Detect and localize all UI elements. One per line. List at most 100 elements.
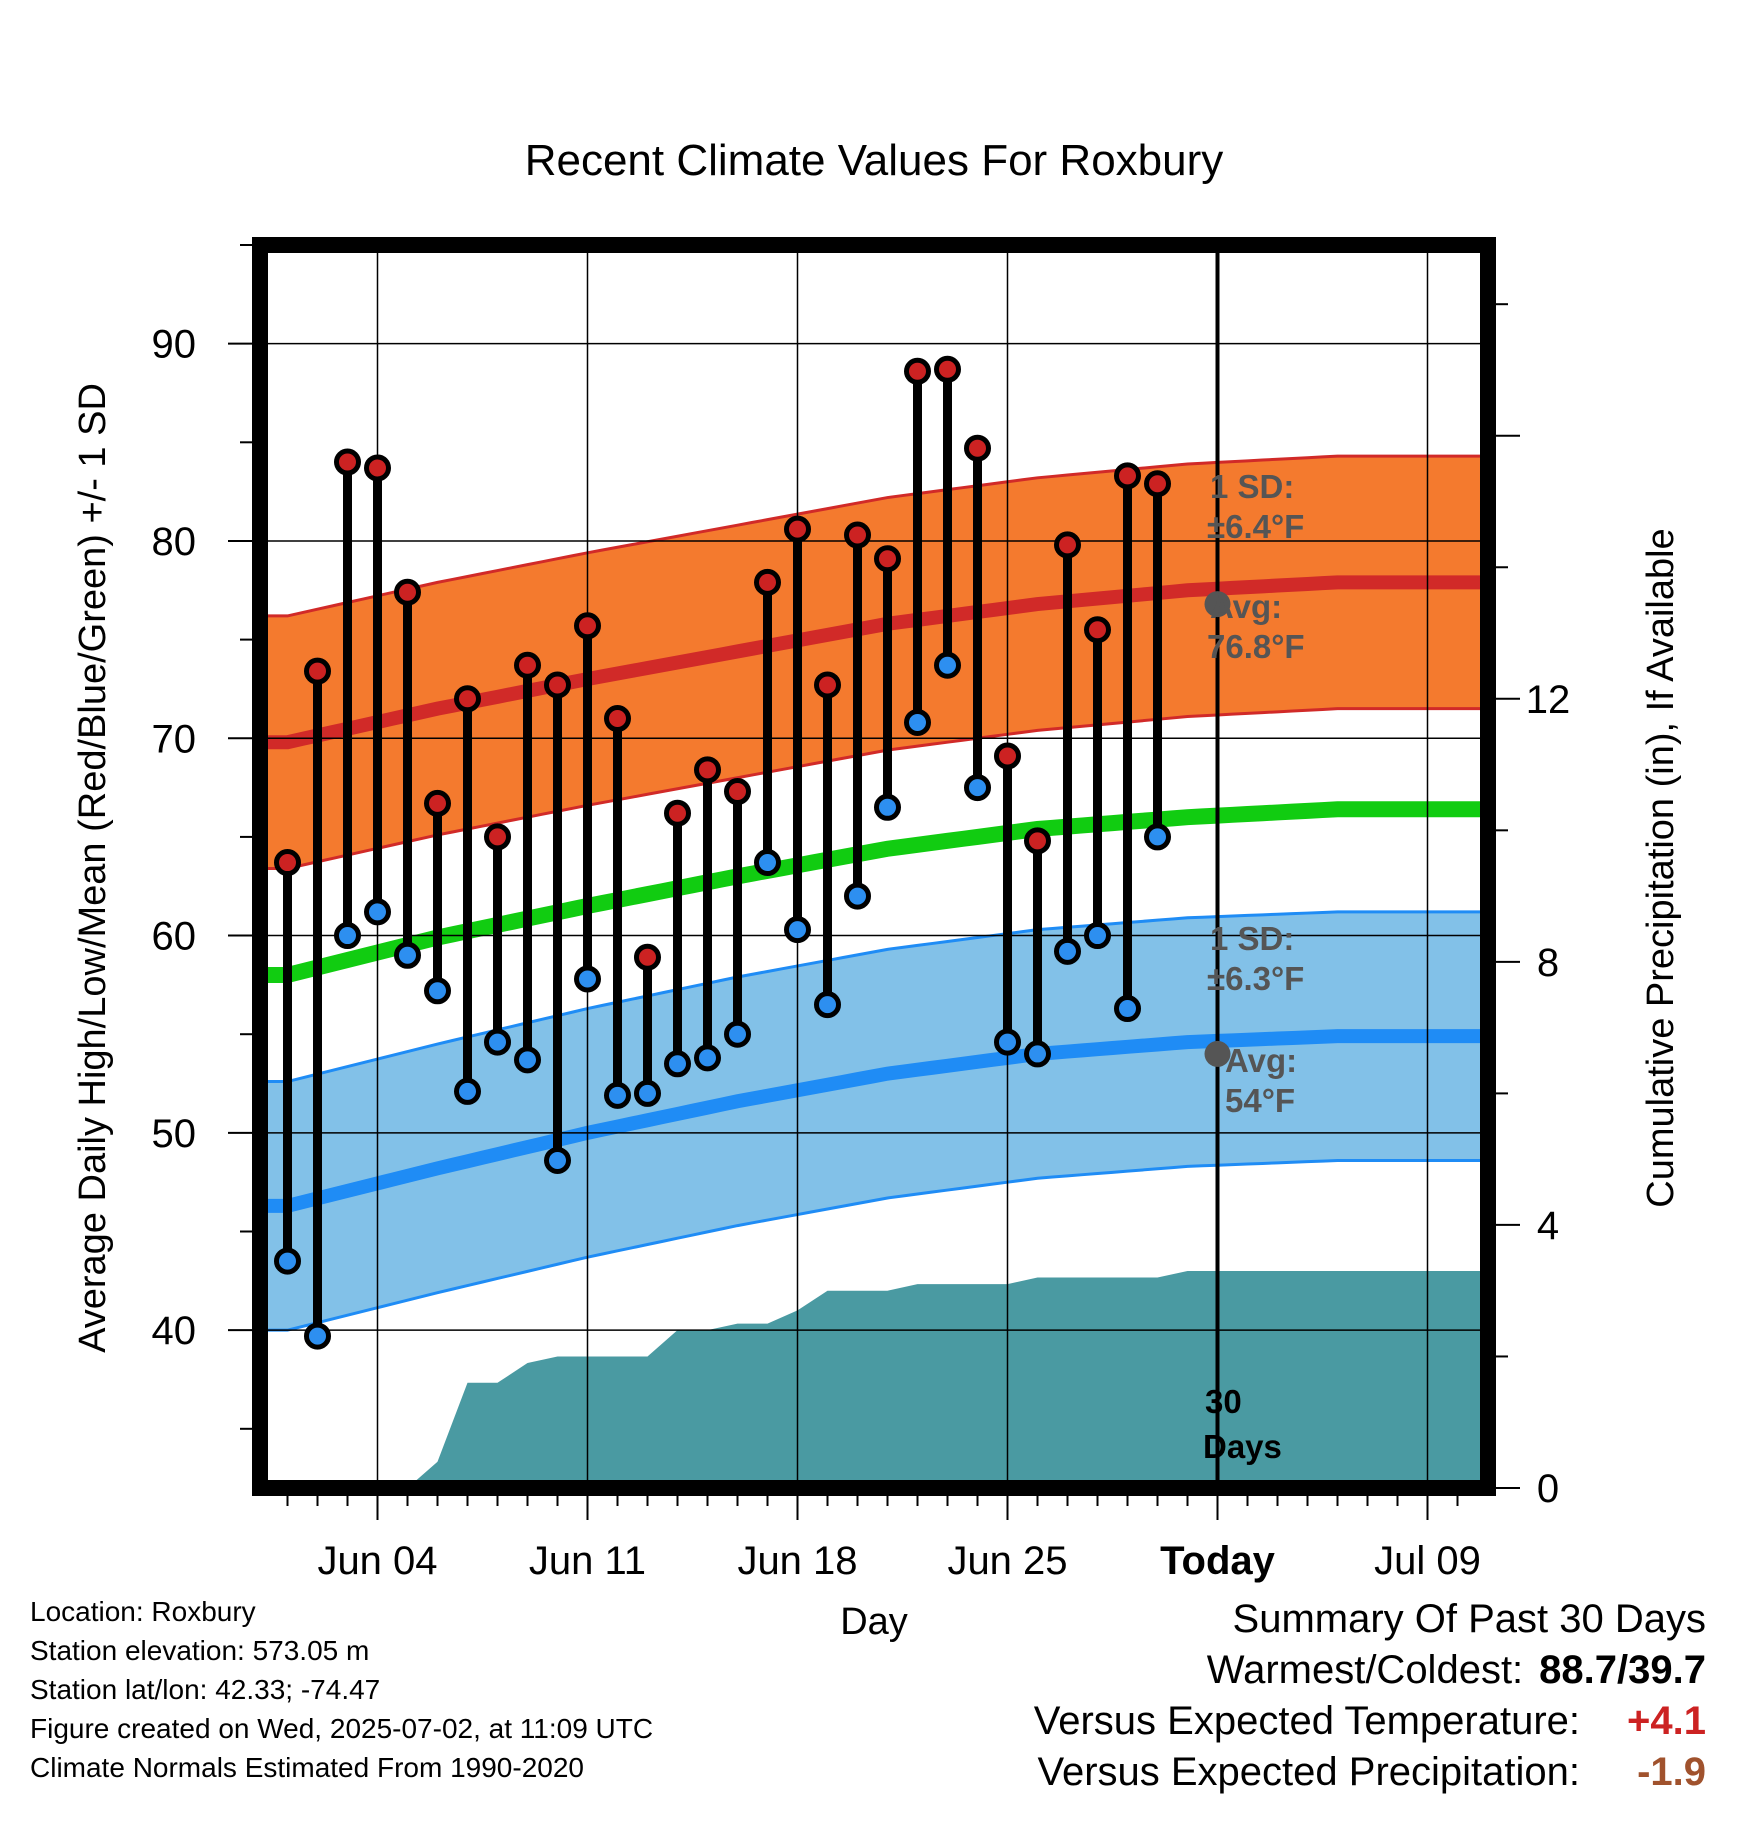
low-point: [994, 1028, 1021, 1056]
temp-label: Versus Expected Temperature:: [1033, 1699, 1580, 1743]
y-tick-label: 50: [152, 1112, 197, 1156]
info-normals: Climate Normals Estimated From 1990-2020: [30, 1752, 584, 1783]
low-point: [964, 774, 991, 802]
high-avg-label: Avg:: [1210, 588, 1282, 625]
high-point: [694, 756, 721, 784]
x-tick-label: Jun 11: [529, 1539, 646, 1583]
x-tick-label: Jun 25: [947, 1539, 1067, 1583]
x-axis-title: Day: [840, 1601, 908, 1643]
low-point: [1024, 1040, 1051, 1068]
high-point: [1054, 531, 1081, 559]
low-point: [664, 1050, 691, 1078]
low-sd-label: 1 SD:: [1210, 920, 1294, 957]
high-avg-value: 76.8°F: [1207, 628, 1305, 665]
info-elevation: Station elevation: 573.05 m: [30, 1635, 370, 1666]
high-point: [1024, 827, 1051, 855]
low-point: [754, 849, 781, 877]
low-point: [304, 1322, 331, 1350]
mean-average-line: [260, 801, 1488, 984]
precip-label: Versus Expected Precipitation:: [1037, 1750, 1580, 1794]
high-sd-value: ±6.4°F: [1207, 508, 1304, 545]
low-point: [844, 882, 871, 910]
high-point: [334, 448, 361, 476]
y-tick-label: 70: [152, 717, 197, 761]
y-tick-label: 60: [152, 915, 197, 959]
high-point: [514, 651, 541, 679]
warm-cold-value: 88.7/39.7: [1539, 1648, 1706, 1692]
temp-value: +4.1: [1627, 1699, 1706, 1743]
low-point: [514, 1046, 541, 1074]
low-point: [1084, 922, 1111, 950]
high-sd-band-upper-edge: [260, 454, 1488, 618]
summary-warm-cold-row: Warmest/Coldest: 88.7/39.7: [1034, 1645, 1706, 1696]
precipitation-area: [260, 1270, 1488, 1488]
y2-tick-label: 4: [1537, 1204, 1559, 1248]
high-point: [484, 823, 511, 851]
low-point: [724, 1020, 751, 1048]
precip-value: -1.9: [1637, 1750, 1706, 1794]
high-point: [754, 568, 781, 596]
y-tick-label: 90: [152, 323, 197, 367]
low-point: [394, 941, 421, 969]
low-average-line: [260, 1029, 1488, 1213]
high-sd-label: 1 SD:: [1210, 468, 1294, 505]
low-point: [814, 991, 841, 1019]
high-point: [844, 521, 871, 549]
y-tick-label: 40: [152, 1309, 197, 1353]
high-point: [424, 789, 451, 817]
y-tick-label: 80: [152, 520, 197, 564]
low-point: [334, 922, 361, 950]
high-point: [934, 355, 961, 383]
low-point: [544, 1146, 571, 1174]
high-point: [604, 705, 631, 733]
high-point: [1144, 470, 1171, 498]
low-point: [574, 965, 601, 993]
low-point: [934, 651, 961, 679]
high-point: [574, 612, 601, 640]
low-point: [1054, 937, 1081, 965]
low-point: [634, 1079, 661, 1107]
y2-axis-title: Cumulative Precipitation (in), If Availa…: [1640, 528, 1682, 1207]
low-point: [1114, 995, 1141, 1023]
low-sd-band: [260, 911, 1488, 1331]
info-latlon: Station lat/lon: 42.33; -74.47: [30, 1674, 381, 1705]
info-location: Location: Roxbury: [30, 1596, 256, 1627]
high-point: [784, 515, 811, 543]
y2-tick-label: 0: [1537, 1467, 1559, 1511]
summary-temp-row: Versus Expected Temperature: +4.1: [1034, 1696, 1706, 1747]
y2-tick-label: 8: [1537, 941, 1559, 985]
low-point: [484, 1028, 511, 1056]
low-point: [1144, 823, 1171, 851]
low-avg-value: 54°F: [1225, 1082, 1295, 1119]
chart-title: Recent Climate Values For Roxbury: [525, 136, 1224, 185]
high-point: [634, 943, 661, 971]
high-point: [874, 545, 901, 573]
low-point: [904, 708, 931, 736]
low-point: [274, 1247, 301, 1275]
y-axis-title: Average Daily High/Low/Mean (Red/Blue/Gr…: [72, 383, 114, 1353]
high-sd-band: [260, 456, 1488, 869]
high-point: [364, 454, 391, 482]
high-point: [1084, 616, 1111, 644]
low-point: [364, 898, 391, 926]
low-avg-label: Avg:: [1225, 1042, 1297, 1079]
low-point: [604, 1081, 631, 1109]
today-high-avg-marker: [1204, 591, 1231, 618]
low-point: [424, 977, 451, 1005]
high-point: [454, 685, 481, 713]
warm-cold-label: Warmest/Coldest:: [1206, 1648, 1524, 1692]
summary-precip-row: Versus Expected Precipitation: -1.9: [1034, 1747, 1706, 1798]
info-created: Figure created on Wed, 2025-07-02, at 11…: [30, 1713, 654, 1744]
station-info: Location: Roxbury Station elevation: 573…: [30, 1592, 653, 1787]
summary-title: Summary Of Past 30 Days: [1232, 1597, 1706, 1641]
high-point: [904, 357, 931, 385]
summary-panel: Summary Of Past 30 Days Warmest/Coldest:…: [1034, 1594, 1706, 1798]
high-point: [994, 742, 1021, 770]
days-label: Days: [1203, 1428, 1282, 1465]
x-tick-label: Jun 18: [737, 1539, 857, 1583]
high-sd-band-lower-edge: [260, 707, 1488, 870]
days-number: 30: [1205, 1383, 1242, 1420]
high-point: [274, 849, 301, 877]
low-point: [784, 916, 811, 944]
